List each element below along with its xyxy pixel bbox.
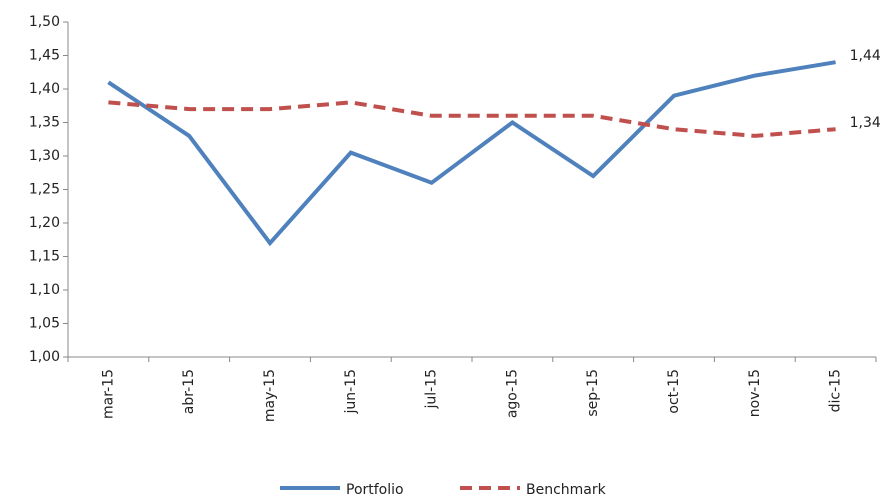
series-line xyxy=(107,60,836,247)
x-tick-label: may-15 xyxy=(262,369,278,422)
x-tick-label: jun-15 xyxy=(343,369,359,415)
data-label: 1,34 xyxy=(850,115,881,131)
y-tick-label: 1,40 xyxy=(29,81,60,97)
y-tick-label: 1,45 xyxy=(29,48,60,64)
x-tick-label: oct-15 xyxy=(666,369,682,414)
legend-label: Portfolio xyxy=(346,482,404,497)
x-tick-label: ago-15 xyxy=(504,369,520,418)
y-tick-label: 1,05 xyxy=(29,316,60,332)
series-line xyxy=(108,100,836,138)
x-tick-label: jul-15 xyxy=(424,369,440,410)
y-tick-label: 1,25 xyxy=(29,182,60,198)
legend-label: Benchmark xyxy=(526,482,607,497)
x-tick-label: dic-15 xyxy=(828,369,844,412)
data-label: 1,44 xyxy=(850,48,881,64)
y-tick-label: 1,20 xyxy=(29,215,60,231)
y-tick-label: 1,35 xyxy=(29,115,60,131)
y-tick-label: 1,30 xyxy=(29,148,60,164)
y-tick-label: 1,15 xyxy=(29,249,60,265)
x-tick-label: nov-15 xyxy=(747,369,763,417)
x-tick-label: abr-15 xyxy=(181,369,197,414)
x-tick-label: mar-15 xyxy=(100,369,116,419)
y-tick-label: 1,00 xyxy=(29,349,60,365)
y-tick-label: 1,10 xyxy=(29,282,60,298)
x-tick-label: sep-15 xyxy=(585,369,601,417)
y-tick-label: 1,50 xyxy=(29,14,60,30)
